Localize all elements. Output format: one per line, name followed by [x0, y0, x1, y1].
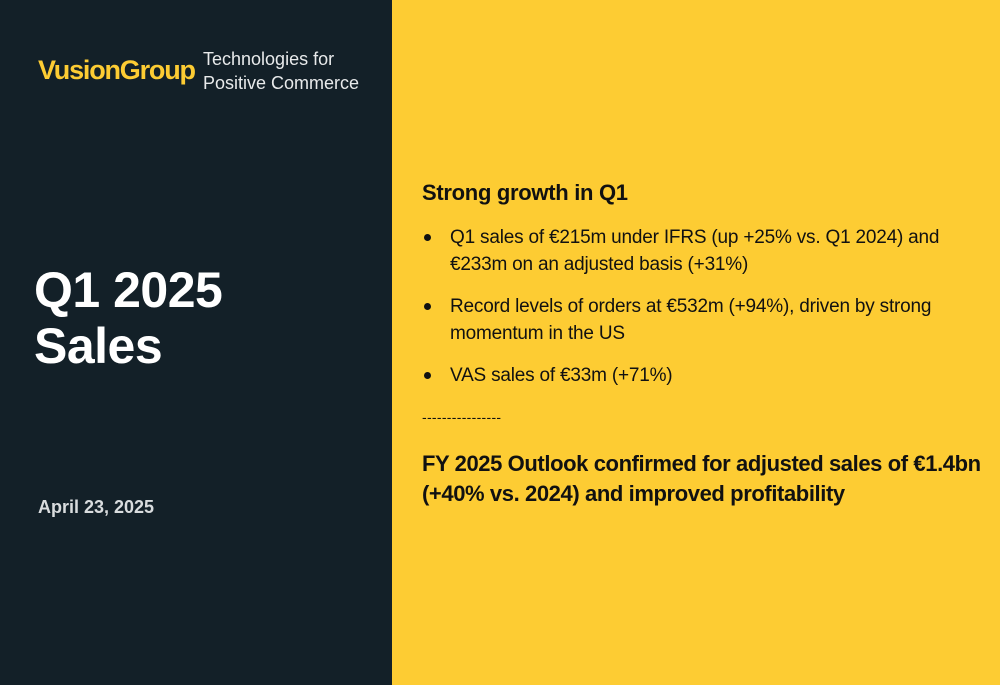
- bullet-dot-icon: [424, 234, 431, 241]
- cover-panel: VusionGroup Technologies for Positive Co…: [0, 0, 392, 685]
- title-line-2: Sales: [34, 318, 163, 374]
- bullet-dot-icon: [424, 303, 431, 310]
- bullet-dot-icon: [424, 372, 431, 379]
- section-divider: ----------------: [422, 409, 502, 425]
- tagline-line-1: Technologies for: [203, 49, 335, 69]
- highlights-panel: Strong growth in Q1 Q1 sales of €215m un…: [392, 0, 1000, 685]
- bullet-text: Q1 sales of €215m under IFRS (up +25% vs…: [450, 227, 940, 275]
- bullet-text: Record levels of orders at €532m (+94%),…: [450, 296, 932, 344]
- title-line-1: Q1 2025: [34, 262, 223, 318]
- brand-logo: VusionGroup: [38, 55, 196, 85]
- bullet-text: VAS sales of €33m (+71%): [450, 365, 673, 386]
- brand-tagline: Technologies for Positive Commerce: [203, 47, 359, 95]
- highlights-list: Q1 sales of €215m under IFRS (up +25% vs…: [422, 224, 982, 404]
- bullet-item: VAS sales of €33m (+71%): [422, 362, 982, 389]
- slide-title: Q1 2025 Sales: [34, 262, 223, 374]
- highlights-heading: Strong growth in Q1: [422, 180, 628, 205]
- outlook-statement: FY 2025 Outlook confirmed for adjusted s…: [422, 451, 981, 506]
- bullet-item: Record levels of orders at €532m (+94%),…: [422, 293, 982, 347]
- tagline-line-2: Positive Commerce: [203, 73, 360, 93]
- bullet-item: Q1 sales of €215m under IFRS (up +25% vs…: [422, 224, 982, 278]
- presentation-date: April 23, 2025: [38, 497, 155, 517]
